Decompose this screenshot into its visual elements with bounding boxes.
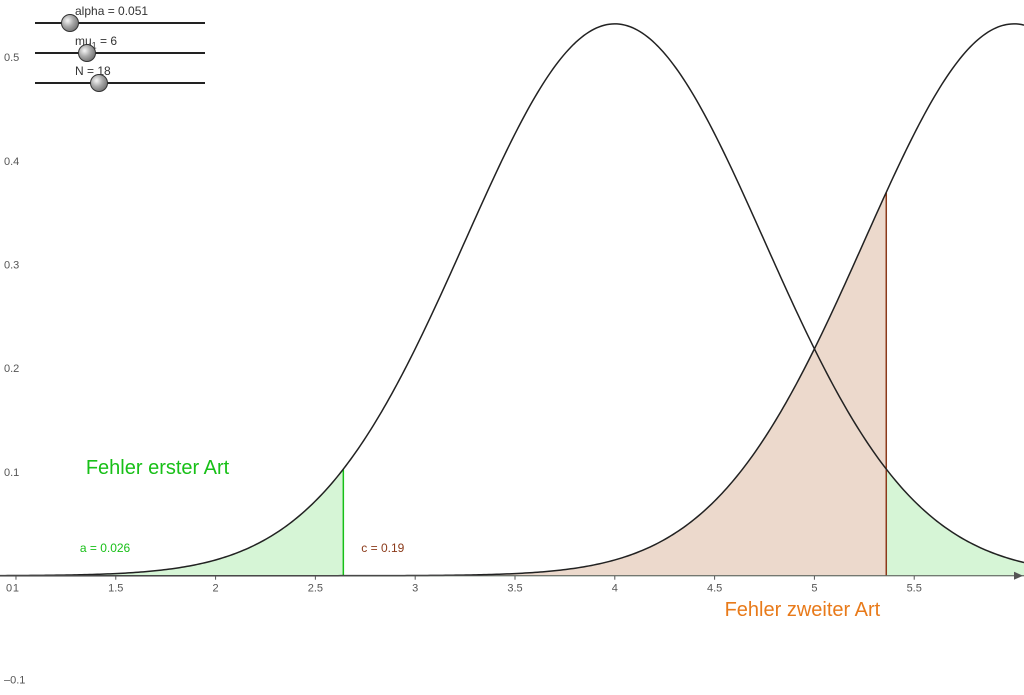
x-tick-label: 4: [612, 583, 618, 595]
label-fehler-zweiter-art: Fehler zweiter Art: [725, 599, 881, 622]
label-c-value: c = 0.19: [361, 541, 404, 555]
y-tick-label: 0.2: [4, 363, 19, 375]
x-tick-label: 1: [13, 583, 19, 595]
x-tick-label: 1.5: [108, 583, 123, 595]
slider-track[interactable]: [35, 82, 205, 84]
slider-knob[interactable]: [90, 74, 108, 92]
label-fehler-erster-art: Fehler erster Art: [86, 457, 229, 480]
y-tick-label: 0.3: [4, 260, 19, 272]
y-tick-label: 0.1: [4, 467, 19, 479]
x-tick-label: 2: [213, 583, 219, 595]
chart-canvas: 1 1.5 2 2.5 3 3.5 4 4.5 5 5.5 0 –0.1 0.1 0.2 0.3 0.4 0.5: [0, 0, 1024, 695]
slider-label: alpha = 0.051: [75, 4, 148, 18]
y-tick-label: 0.4: [4, 156, 19, 168]
x-tick-label: 5: [811, 583, 817, 595]
x-tick-label: 4.5: [707, 583, 722, 595]
slider-knob[interactable]: [78, 44, 96, 62]
x-tick-label: 5.5: [907, 583, 922, 595]
origin-label: 0: [6, 583, 12, 595]
label-a-value: a = 0.026: [80, 541, 130, 555]
slider-track[interactable]: [35, 52, 205, 54]
slider-knob[interactable]: [61, 14, 79, 32]
y-tick-label: 0.5: [4, 52, 19, 64]
x-tick-label: 2.5: [308, 583, 323, 595]
y-tick-label: –0.1: [4, 674, 25, 686]
x-tick-label: 3.5: [507, 583, 522, 595]
region-type2-error: [343, 192, 886, 575]
region-type1-right-tail: [886, 469, 1024, 576]
x-tick-label: 3: [412, 583, 418, 595]
